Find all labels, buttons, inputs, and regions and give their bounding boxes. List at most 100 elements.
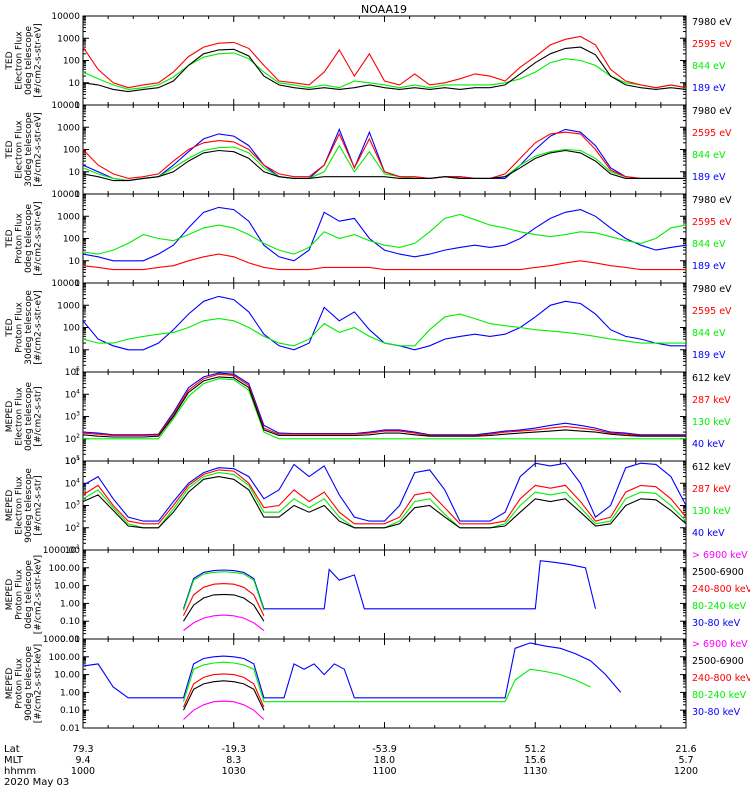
y-tick-label: 1000: [57, 212, 80, 222]
footer-hhmm-value: 1100: [372, 766, 396, 777]
y-axis-label: MEPEDProton Flux0deg telescope[#/cm2-s-s…: [5, 555, 44, 634]
legend-entry: 80-240 keV: [692, 601, 747, 612]
y-axis-label: MEPEDElectron Flux0deg telescope[#/cm2-s…: [5, 382, 44, 452]
y-axis-label: TEDProton Flux0deg telescope[#/cm2-s-str…: [5, 201, 44, 276]
footer-row-label-hhmm: hhmm: [4, 766, 36, 777]
y-tick-label: 10000: [51, 101, 80, 111]
panel-frame: [82, 282, 687, 373]
panel-frame: [82, 15, 687, 106]
y-axis-label: TEDElectron Flux30deg telescope[#/cm2-s-…: [5, 112, 44, 187]
legend-entry: 612 keV: [692, 462, 731, 473]
series-line-3: [183, 680, 265, 711]
y-tick-label: 10: [69, 346, 81, 356]
y-tick-label: 0.01: [60, 635, 80, 645]
footer-mlt-value: 5.7: [678, 755, 693, 766]
footer-hhmm-value: 1000: [71, 766, 95, 777]
y-tick-label: 100: [63, 324, 80, 334]
series-line-1: [82, 213, 687, 255]
y-tick-label: 10000: [51, 190, 80, 200]
legend-entry: 130 keV: [692, 417, 731, 428]
panel-6: 0.01 0.10 1.00 10.00 100.00 1000.00MEPEDProto…: [5, 546, 750, 645]
y-tick-label: 1000.00: [43, 546, 80, 556]
panel-7: 0.01 0.10 1.00 10.00 100.00 1000.00MEPEDProto…: [5, 635, 750, 734]
y-tick-label: 10000: [51, 279, 80, 289]
y-axis-label: MEPEDElectron Flux90deg telescope[#/cm2-…: [5, 468, 44, 543]
y-tick-label: 1000.00: [43, 635, 80, 645]
series-line-3: [82, 149, 686, 182]
legend-entry: 287 keV: [692, 484, 731, 495]
legend-entry: 30-80 keV: [692, 618, 741, 629]
series-line-4: [183, 700, 265, 720]
y-tick-label: 1: [74, 190, 80, 200]
series-line-2: [82, 253, 686, 271]
footer-lat-value: 79.3: [72, 744, 93, 755]
legend-entry: 130 keV: [692, 506, 731, 517]
legend-entry: 7980 eV: [692, 106, 732, 117]
panel-0: 1 10 100 1000 10000 TEDElectron Flux0deg tele…: [5, 12, 732, 111]
series-line-3: [82, 376, 686, 438]
y-tick-label: 0.10: [60, 617, 80, 627]
y-tick-label: 100.00: [49, 564, 81, 574]
panel-2: 1 10 100 1000 10000 TEDProton Flux0deg telesc…: [5, 190, 732, 289]
y-tick-label: 103: [65, 411, 80, 423]
footer-hhmm-value: 1200: [674, 766, 698, 777]
panel-frame: [82, 638, 687, 729]
y-tick-label: 1.00: [60, 688, 80, 698]
legend-entry: 189 eV: [692, 350, 726, 361]
series-line-2: [82, 472, 687, 529]
series-line-2: [82, 131, 686, 179]
y-tick-label: 100.00: [49, 653, 81, 663]
footer-hhmm-value: 1130: [523, 766, 547, 777]
legend-entry: 240-800 keV: [692, 584, 750, 595]
legend-entry: 2595 eV: [692, 128, 732, 139]
footer-mlt-value: 8.3: [226, 755, 241, 766]
series-line-4: [183, 614, 265, 631]
panel-3: 1 10 100 1000 10000 TEDProton Flux30deg teles…: [5, 279, 732, 378]
legend-entry: 287 keV: [692, 395, 731, 406]
footer-date: 2020 May 03: [4, 777, 69, 788]
legend-entry: 40 keV: [692, 528, 725, 539]
footer-lat-value: 51.2: [525, 744, 546, 755]
legend-entry: 7980 eV: [692, 195, 732, 206]
legend-entry: > 6900 keV: [692, 639, 748, 650]
panels-group: 1 10 100 1000 10000 TEDElectron Flux0deg tele…: [5, 12, 750, 734]
y-tick-label: 0.10: [60, 706, 80, 716]
chart-title: NOAA19: [361, 3, 407, 16]
series-line-1: [82, 469, 687, 525]
y-tick-label: 100: [63, 235, 80, 245]
y-tick-label: 10: [69, 79, 81, 89]
series-line-2: [182, 673, 265, 708]
footer-mlt-value: 9.4: [75, 755, 90, 766]
legend-entry: 2500-6900: [692, 567, 744, 578]
legend-entry: 2595 eV: [692, 217, 732, 228]
panel-frame: [82, 549, 687, 640]
footer-mlt-value: 18.0: [374, 755, 395, 766]
footer-hhmm-value: 1030: [222, 766, 246, 777]
y-tick-label: 100: [63, 146, 80, 156]
y-tick-label: 10: [69, 257, 81, 267]
series-line-2: [83, 378, 686, 440]
legend-entry: 7980 eV: [692, 17, 732, 28]
legend-entry: 612 keV: [692, 373, 731, 384]
legend-entry: 189 eV: [692, 172, 726, 183]
series-line-0: [82, 52, 687, 90]
y-tick-label: 1000: [57, 301, 80, 311]
footer-mlt-value: 15.6: [525, 755, 546, 766]
series-line-1: [182, 571, 265, 611]
legend-entry: > 6900 keV: [692, 550, 748, 561]
series-line-2: [82, 46, 687, 93]
legend-entry: 2595 eV: [692, 306, 732, 317]
legend-entry: 80-240 keV: [692, 690, 747, 701]
series-line-2: [183, 583, 265, 617]
y-tick-label: 1: [74, 279, 80, 289]
legend-entry: 7980 eV: [692, 284, 732, 295]
y-tick-label: 102: [65, 433, 80, 445]
legend-entry: 189 eV: [692, 83, 726, 94]
legend-entry: 844 eV: [692, 61, 726, 72]
footer-lat-value: -19.3: [221, 744, 246, 755]
series-line-0: [82, 127, 686, 182]
